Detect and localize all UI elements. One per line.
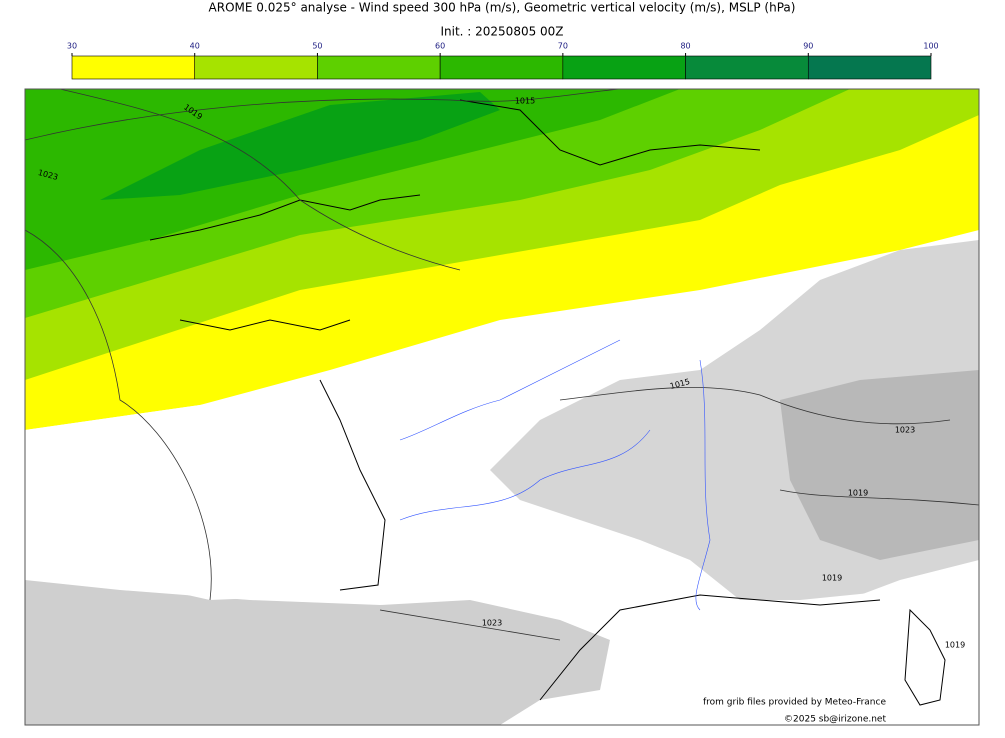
colorbar-segment [317,55,441,80]
colorbar-tick-label: 90 [803,42,813,51]
colorbar-segment [71,55,196,80]
isobar-label: 1023 [482,619,502,628]
wind-band [100,92,500,200]
colorbar-segment [439,55,564,80]
colorbar-tick-label: 30 [67,42,77,51]
sea [600,580,979,725]
wind-band [25,89,680,270]
colorbar-segment [807,55,932,80]
map: 1019 1015 1023 1015 1023 1019 1019 1023 … [25,89,979,725]
colorbar-tick-label: 50 [312,42,322,51]
colorbar: 30 40 50 60 70 80 90 100 [67,42,939,80]
isobar-label: 1023 [895,426,915,435]
terrain [25,580,610,725]
isobar-label: 1015 [515,97,535,106]
colorbar-tick-label: 40 [190,42,200,51]
terrain [780,370,979,560]
colorbar-tick-label: 70 [558,42,568,51]
title: AROME 0.025° analyse - Wind speed 300 hP… [209,1,796,15]
sea [25,390,380,600]
map-frame [24,88,980,726]
colorbar-segment [685,55,809,80]
colorbar-segment [194,55,318,80]
isobar-label: 1019 [945,641,965,650]
isobars [25,89,979,641]
isobar-label: 1019 [822,574,842,583]
colorbar-tick-label: 60 [435,42,445,51]
subtitle: Init. : 20250805 00Z [440,25,563,39]
rivers [399,339,711,611]
colorbar-segment [562,55,686,80]
credit: from grib files provided by Meteo-France [703,698,886,708]
credit: ©2025 sb@irizone.net [784,715,886,725]
colorbar-tick-label: 80 [680,42,690,51]
isobar-label: 1019 [848,489,868,498]
colorbar-tick-label: 100 [923,42,938,51]
